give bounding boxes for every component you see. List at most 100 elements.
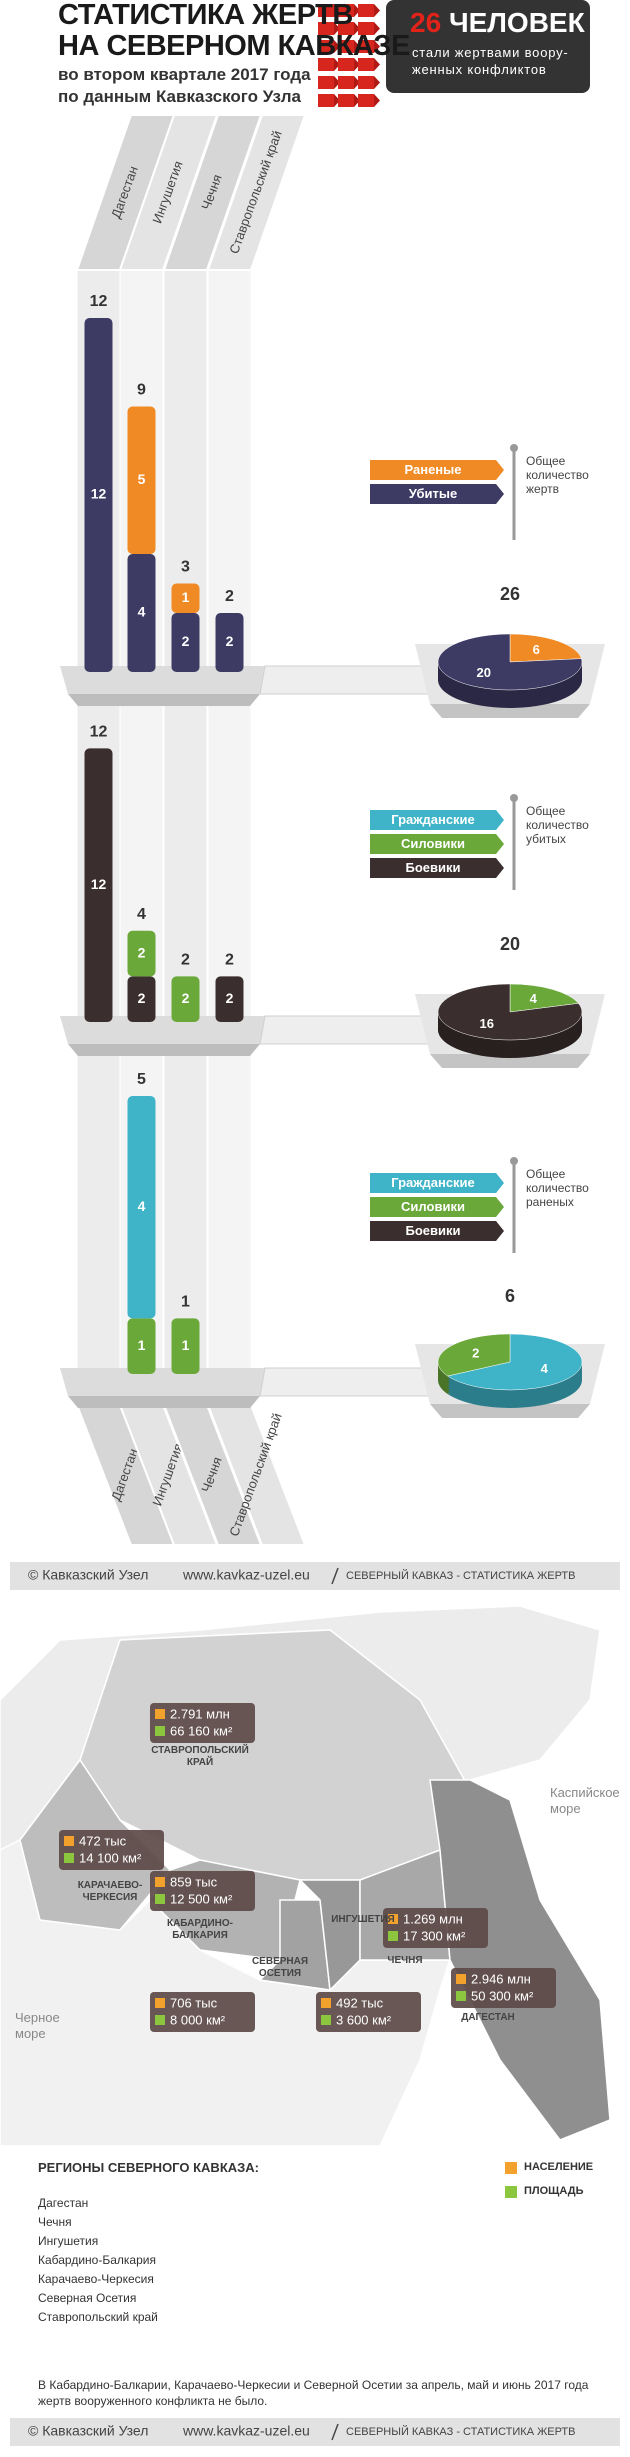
bar-segment-label: 2 [182,633,190,649]
legend-label: Убитые [409,486,457,501]
bullet-tip [354,94,360,107]
legend-tag [370,484,504,504]
footer-url: www.kavkaz-uzel.eu [182,2423,310,2439]
bar-segment [127,1318,156,1374]
bullet [338,58,354,71]
bullet-tip [374,4,380,17]
legend-label: Боевики [406,860,461,875]
footer-section: СЕВЕРНЫЙ КАВКАЗ - СТАТИСТИКА ЖЕРТВ [346,1569,576,1582]
area-icon [456,1991,466,2001]
pie-label: 4 [541,1361,549,1376]
bullet-tip [354,58,360,71]
bar-total-label: 4 [137,906,146,923]
region-population: 706 тыс [170,1995,218,2010]
pie-label: 2 [472,1346,479,1361]
floor-bridge [259,1367,441,1397]
bullet [358,4,374,17]
region-population: 859 тыс [170,1874,218,1889]
bar-segment [171,583,200,613]
pie-platform-front [430,1404,590,1418]
bar-segment-label: 12 [91,486,107,502]
region-map-label: КАРАЧАЕВО-ЧЕРКЕСИЯ [77,1880,143,1903]
pie-slice [437,633,583,691]
bar-total-label: 2 [225,588,234,605]
region-info-box [316,1992,421,2032]
total-text-line: стали жертвами воору- [412,45,569,60]
legend-tag [370,460,504,480]
population-icon [321,1998,331,2008]
bar-segment-label: 5 [138,471,146,487]
region-area: 8 000 км² [170,2012,226,2027]
sea-label: Черное море [15,2010,60,2041]
bullet [318,76,334,89]
bar-segment-label: 2 [182,990,190,1006]
pie-total: 6 [505,1286,515,1306]
pie-label: 16 [479,1016,493,1031]
population-icon [505,2162,517,2174]
area-icon [155,2015,165,2025]
bullet-tip [334,40,340,53]
bar-segment [171,976,200,1022]
bar-total-label: 5 [137,1071,146,1088]
footer-bar [10,1562,620,1590]
legend-item: Чечня [38,2215,72,2229]
bullet [318,58,334,71]
bar-total-label: 2 [181,952,190,969]
bullet-tip [334,94,340,107]
bar-segment-label: 1 [182,589,190,605]
legend-label: Силовики [401,836,465,851]
bullet-tip [354,40,360,53]
bar-segment [215,613,244,672]
bullet [358,94,374,107]
title-line: НА СЕВЕРНОМ КАВКАЗЕ [58,30,410,62]
legend-label: Гражданские [391,1175,475,1190]
bar-segment-label: 4 [138,604,146,620]
legend-item: Северная Осетия [38,2291,137,2305]
pie-total: 26 [500,584,520,604]
bar-segment [127,930,156,977]
region-area: 3 600 км² [336,2012,392,2027]
region-population: 2.791 млн [170,1706,230,1721]
pie-platform-front [430,704,590,718]
header-box [386,0,590,93]
total-text: стали жертвами воору- женных конфликтов [412,44,569,78]
map-ossetia [258,1899,331,1991]
footer-url: www.kavkaz-uzel.eu [182,1567,310,1583]
bar-segment-label: 4 [138,1198,146,1214]
bullet-tip [334,4,340,17]
pie-label: 4 [530,991,538,1006]
region-column [207,269,252,1406]
legend-label: Раненые [405,462,462,477]
bar-segment [127,976,156,1022]
population-icon [155,1709,165,1719]
area-icon [505,2186,517,2198]
legend-tag [370,858,504,878]
bullet-tip [354,4,360,17]
area-icon [155,1894,165,1904]
bar-segment [127,406,156,554]
subtitle: во втором квартале 2017 года по данным К… [58,64,311,108]
bar-total-label: 12 [90,293,108,310]
legend-rule-dot [510,794,518,802]
bullet [318,4,334,17]
bullet-tip [374,58,380,71]
floor [60,1016,265,1044]
bullet [358,22,374,35]
region-area: 17 300 км² [403,1928,466,1943]
bar-total-label: 3 [181,559,190,576]
pie-platform-front [430,1054,590,1068]
area-icon [64,1853,74,1863]
population-icon [456,1974,466,1984]
total-headline: 26 ЧЕЛОВЕК [410,6,585,40]
region-map-label: СЕВЕРНАЯ ОСЕТИЯ [251,1956,309,1979]
bullet [358,58,374,71]
region-area: 12 500 км² [170,1891,233,1906]
legend-rule-dot [510,444,518,452]
pie-slice [437,983,583,1041]
region-info-box [451,1968,556,2008]
pie-slice [447,1333,583,1391]
bar-segment-label: 2 [138,944,146,960]
legend-title: РЕГИОНЫ СЕВЕРНОГО КАВКАЗА: [38,2160,259,2175]
bullet [338,76,354,89]
bullet-tip [334,22,340,35]
